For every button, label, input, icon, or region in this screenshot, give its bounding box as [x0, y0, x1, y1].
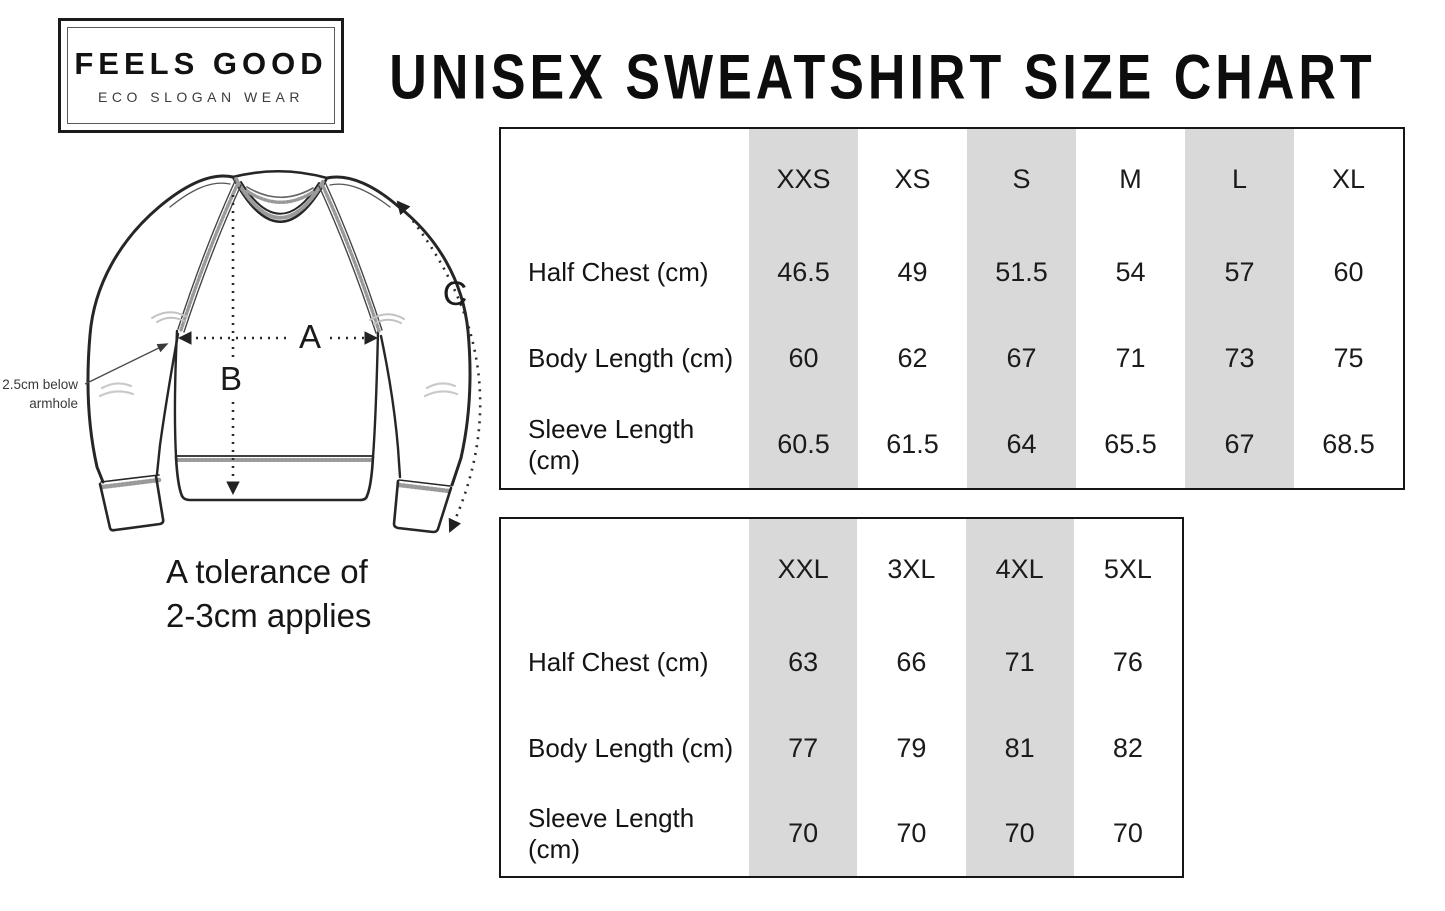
measurement-label-a: A	[299, 318, 321, 355]
armhole-annotation: 2.5cm below armhole	[2, 343, 169, 411]
column-header: XS	[894, 163, 931, 194]
brand-tagline: ECO SLOGAN WEAR	[98, 89, 304, 105]
size-table-xxl-5xl: XXL 3XL 4XL 5XL Half Chest (cm) 63 66 71…	[499, 517, 1184, 878]
size-value: 81	[965, 705, 1074, 791]
size-value: 62	[897, 342, 928, 373]
tolerance-note: A tolerance of 2-3cm applies	[166, 550, 466, 638]
size-value: 66	[896, 646, 927, 677]
tolerance-note-line1: A tolerance of	[166, 553, 368, 590]
size-value: 49	[897, 256, 928, 287]
size-value: 64	[967, 401, 1076, 488]
armhole-note-line1: 2.5cm below	[2, 377, 78, 392]
size-value: 65.5	[1104, 429, 1157, 459]
column-header: 4XL	[965, 519, 1074, 619]
armhole-pointer-arrow	[84, 343, 169, 385]
column-header: XXS	[749, 129, 858, 229]
size-value: 57	[1185, 229, 1294, 315]
column-header: 3XL	[887, 553, 936, 584]
measurement-annotations: A B C	[177, 195, 482, 533]
measure-c-arrow	[396, 200, 482, 533]
size-value: 70	[1112, 818, 1143, 848]
size-value: 63	[749, 619, 858, 705]
size-value: 77	[749, 705, 858, 791]
size-value: 60	[1333, 256, 1364, 287]
brand-logo-box: FEELS GOOD ECO SLOGAN WEAR	[58, 18, 344, 133]
row-label: Body Length (cm)	[528, 342, 734, 373]
size-value: 60.5	[749, 401, 858, 488]
armhole-note-line2: armhole	[29, 396, 78, 411]
size-value: 67	[967, 315, 1076, 401]
row-label: Half Chest (cm)	[528, 256, 709, 287]
column-header: L	[1185, 129, 1294, 229]
tolerance-note-line2: 2-3cm applies	[166, 597, 372, 634]
column-header: M	[1119, 163, 1142, 194]
size-value: 68.5	[1322, 429, 1375, 459]
column-header: 5XL	[1103, 553, 1152, 584]
brand-name: FEELS GOOD	[74, 46, 328, 81]
size-value: 70	[749, 791, 858, 876]
size-value: 73	[1185, 315, 1294, 401]
sweatshirt-outline	[86, 169, 472, 534]
column-header: XXL	[749, 519, 858, 619]
row-label: Body Length (cm)	[528, 732, 734, 763]
size-value: 76	[1112, 646, 1143, 677]
size-value: 82	[1112, 732, 1143, 763]
size-value: 67	[1185, 401, 1294, 488]
size-value: 46.5	[749, 229, 858, 315]
size-value: 70	[896, 818, 927, 848]
measurement-label-c: C	[443, 275, 468, 313]
measurement-label-b: B	[220, 360, 242, 397]
title-area: UNISEX SWEATSHIRT SIZE CHART	[370, 40, 1395, 115]
size-value: 71	[965, 619, 1074, 705]
row-label: Sleeve Length (cm)	[528, 413, 695, 475]
brand-logo-inner-frame: FEELS GOOD ECO SLOGAN WEAR	[67, 27, 335, 124]
size-table-xxs-xl: XXS XS S M L XL Half Chest (cm) 46.5 49 …	[499, 127, 1405, 490]
size-value: 70	[965, 791, 1074, 876]
size-value: 60	[749, 315, 858, 401]
row-label: Half Chest (cm)	[528, 646, 709, 677]
size-value: 51.5	[967, 229, 1076, 315]
size-value: 61.5	[886, 429, 939, 459]
size-value: 71	[1115, 342, 1146, 373]
size-value: 79	[896, 732, 927, 763]
page-title: UNISEX SWEATSHIRT SIZE CHART	[389, 42, 1376, 113]
column-header: XL	[1331, 163, 1366, 194]
column-header: S	[967, 129, 1076, 229]
size-value: 54	[1115, 256, 1146, 287]
size-value: 75	[1333, 342, 1364, 373]
table-corner-cell	[501, 519, 749, 619]
table-corner-cell	[501, 129, 749, 229]
sweatshirt-diagram: A B C 2.5cm below armhole	[2, 169, 482, 534]
row-label: Sleeve Length (cm)	[528, 802, 695, 864]
